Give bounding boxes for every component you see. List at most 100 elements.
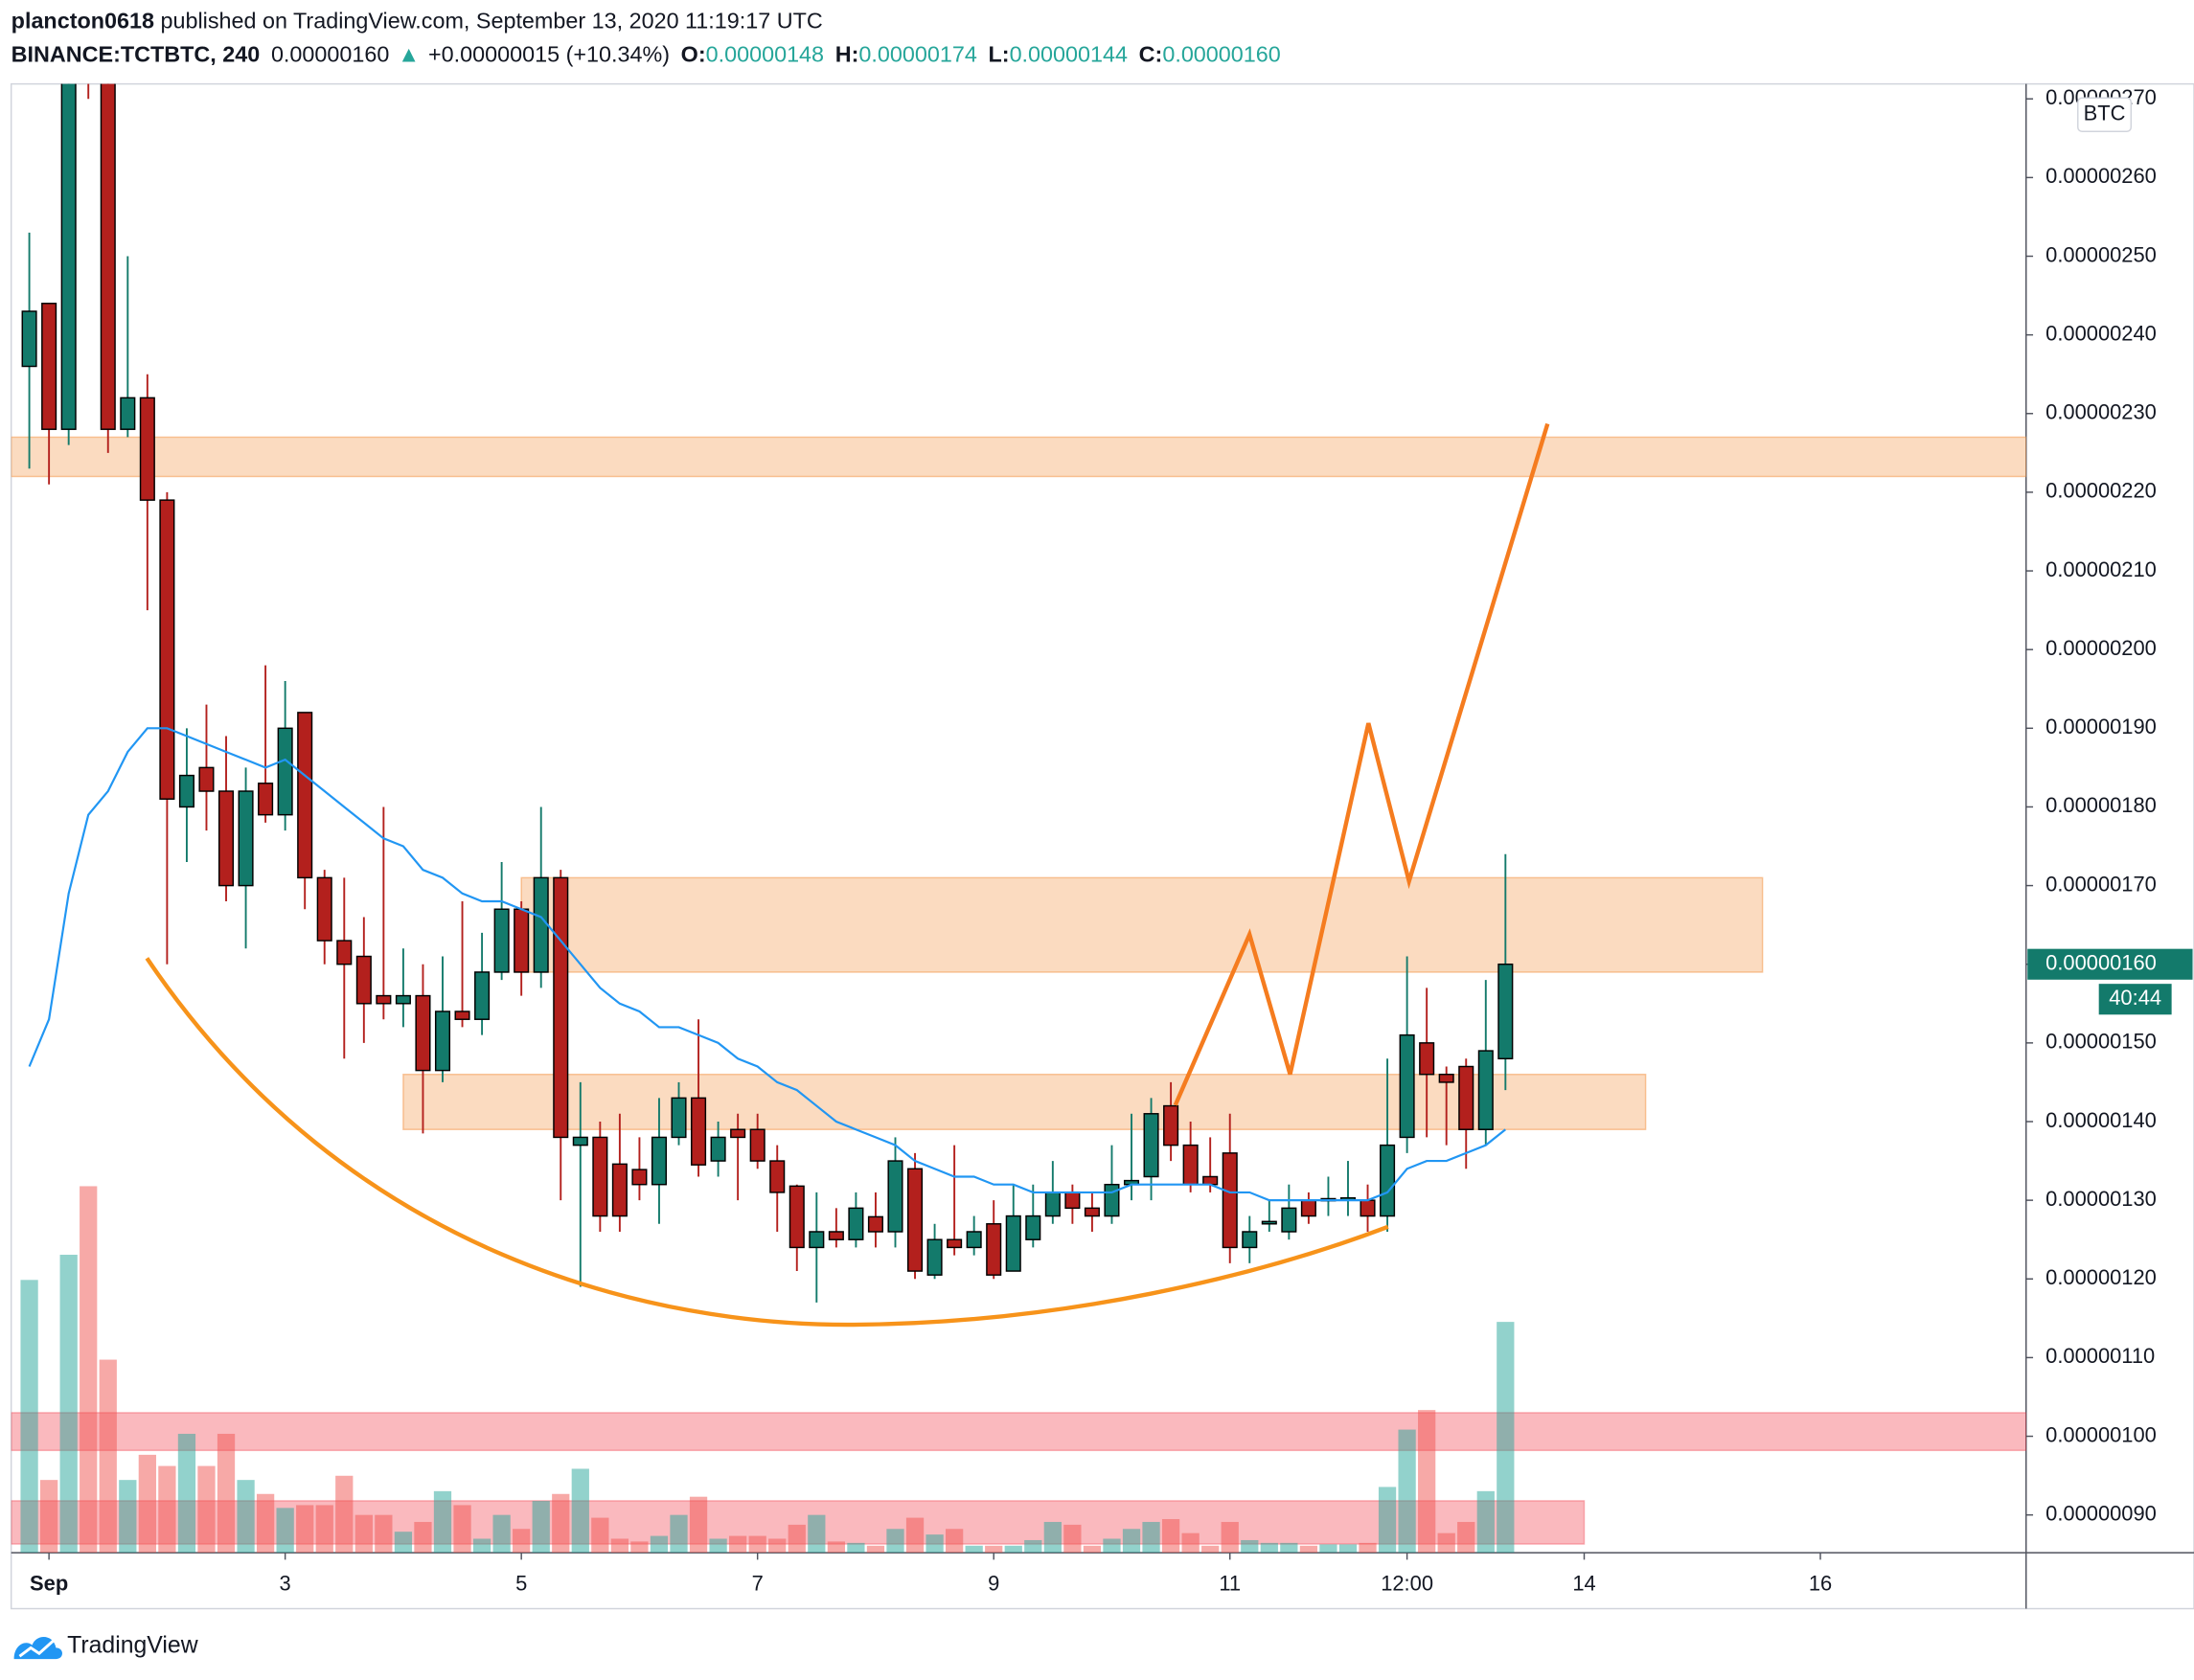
low-value: 0.00000144 (1010, 42, 1128, 67)
volume-bar (1043, 1521, 1062, 1554)
volume-bar (748, 1535, 766, 1554)
y-tick-label: 0.00000110 (2045, 1344, 2155, 1368)
x-tick-label: 11 (1219, 1571, 1241, 1595)
candle-body (553, 876, 569, 1139)
logo-text: TradingView (67, 1633, 198, 1659)
candle-body (631, 1169, 648, 1186)
volume-bar (1241, 1539, 1259, 1554)
volume-bar (788, 1524, 806, 1554)
volume-bar (80, 1186, 98, 1554)
candle-body (336, 940, 353, 965)
candle-body (1438, 1073, 1454, 1083)
volume-bar (965, 1545, 983, 1554)
candle-body (1380, 1144, 1396, 1217)
volume-bar (1476, 1490, 1495, 1554)
volume-bar (177, 1433, 196, 1554)
volume-bar (926, 1534, 944, 1554)
y-tick-label: 0.00000140 (2045, 1108, 2157, 1132)
candle-body (966, 1231, 982, 1249)
moving-average-line (28, 727, 1507, 1202)
volume-bar (905, 1517, 925, 1554)
candle-layer (21, 83, 1514, 1303)
zones (11, 436, 2026, 1545)
x-tick-label: 3 (280, 1571, 291, 1595)
candle-body (316, 876, 332, 942)
volume-bar (1319, 1544, 1337, 1554)
candle-body (376, 994, 392, 1005)
volume-bar (630, 1541, 649, 1554)
volume-bar (808, 1514, 826, 1554)
y-tick-label: 0.00000150 (2045, 1030, 2157, 1054)
zone (11, 1412, 2026, 1452)
axes: 0.00000090 0.00000100 0.00000110 0.00000120… (30, 85, 2193, 1595)
candle-body (1143, 1113, 1159, 1178)
x-tick-label: Sep (30, 1571, 68, 1595)
candle-body (159, 499, 175, 800)
volume-bar (453, 1505, 471, 1554)
y-tick-label: 0.00000190 (2045, 715, 2157, 738)
candle-body (1458, 1065, 1474, 1130)
volume-bar (59, 1255, 78, 1554)
volume-bar (945, 1529, 964, 1554)
projection-zigzag (1173, 422, 1550, 1106)
published-info: published on TradingView.com, September … (160, 9, 822, 34)
last-price-label: 0.00000160 (2045, 951, 2157, 975)
zone (402, 1073, 1647, 1130)
rounded-bottom-curve (145, 957, 1389, 1328)
y-tick-label: 0.00000090 (2045, 1501, 2157, 1525)
y-tick-label: 0.00000200 (2045, 636, 2157, 660)
volume-bar (1221, 1521, 1239, 1554)
unit-label: BTC (2084, 102, 2126, 125)
candle-body (651, 1136, 668, 1186)
y-tick-label: 0.00000180 (2045, 793, 2157, 817)
frame (10, 82, 2194, 1610)
candle-body (1222, 1152, 1238, 1249)
volume-bar (866, 1545, 885, 1554)
candle-body (769, 1160, 786, 1193)
unit-box (2077, 97, 2133, 133)
volume-bar (591, 1517, 609, 1554)
volume-bar (1437, 1532, 1455, 1554)
volume-bar (847, 1542, 865, 1554)
change: +0.00000015 (+10.34%) (428, 42, 670, 67)
close-label: C: (1139, 42, 1163, 67)
candle-body (178, 774, 194, 808)
candle-body (434, 1010, 451, 1072)
close-value: 0.00000160 (1162, 42, 1280, 67)
candle-body (848, 1207, 864, 1240)
candle-body (198, 766, 215, 792)
volume-bar (1083, 1545, 1102, 1554)
volume-bar (296, 1505, 314, 1554)
volume-bar (1338, 1544, 1358, 1554)
candle-body (120, 397, 136, 430)
volume-bar (394, 1532, 413, 1554)
symbol: BINANCE:TCTBTC, 240 (11, 42, 261, 67)
volume-bar (375, 1514, 393, 1554)
volume-bar (1201, 1545, 1220, 1554)
volume-bar (472, 1538, 491, 1554)
candle-body (1064, 1192, 1081, 1210)
candle-body (277, 727, 293, 816)
volume-bar (1122, 1529, 1141, 1554)
candle-body (828, 1231, 844, 1240)
volume-bar (335, 1475, 354, 1554)
candle-body (809, 1231, 825, 1249)
logo: TradingView (13, 1633, 198, 1660)
volume-bar (1103, 1538, 1121, 1554)
candle-body (867, 1215, 883, 1233)
y-tick-label: 0.00000250 (2045, 242, 2157, 266)
volume-bar (1497, 1322, 1515, 1554)
x-tick-label: 14 (1572, 1571, 1595, 1595)
volume-bar (1063, 1524, 1082, 1554)
candle-body (1044, 1192, 1061, 1217)
volume-bar (1142, 1521, 1160, 1554)
author: plancton0618 (11, 9, 154, 34)
logo-icon-line (18, 1640, 55, 1658)
volume-bar (886, 1529, 904, 1554)
candle-body (1419, 1042, 1435, 1076)
volume-bar (237, 1480, 255, 1554)
candle-body (947, 1238, 963, 1249)
volume-bar (532, 1501, 550, 1554)
volume-bar (827, 1541, 845, 1554)
